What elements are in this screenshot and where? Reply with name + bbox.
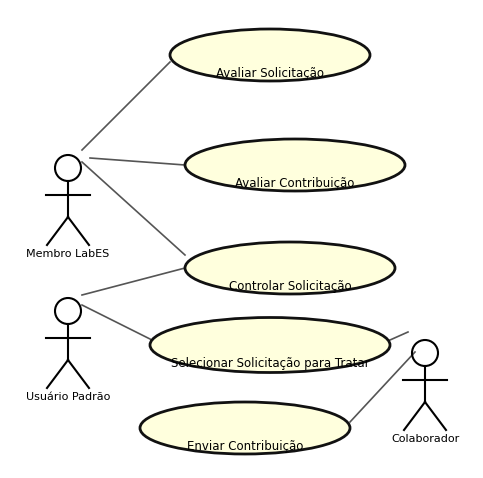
Ellipse shape: [170, 29, 370, 81]
Text: Membro LabES: Membro LabES: [27, 249, 110, 259]
Text: Usuário Padrão: Usuário Padrão: [26, 392, 110, 402]
Ellipse shape: [150, 317, 390, 372]
Text: Enviar Contribuição: Enviar Contribuição: [187, 440, 303, 453]
Text: Avaliar Solicitação: Avaliar Solicitação: [216, 67, 324, 80]
Text: Selecionar Solicitação para Tratar: Selecionar Solicitação para Tratar: [170, 357, 369, 370]
Text: Controlar Solicitação: Controlar Solicitação: [228, 280, 351, 293]
Ellipse shape: [185, 242, 395, 294]
Ellipse shape: [185, 139, 405, 191]
Text: Colaborador: Colaborador: [391, 434, 459, 444]
Text: Avaliar Contribuição: Avaliar Contribuição: [235, 177, 355, 190]
Ellipse shape: [140, 402, 350, 454]
